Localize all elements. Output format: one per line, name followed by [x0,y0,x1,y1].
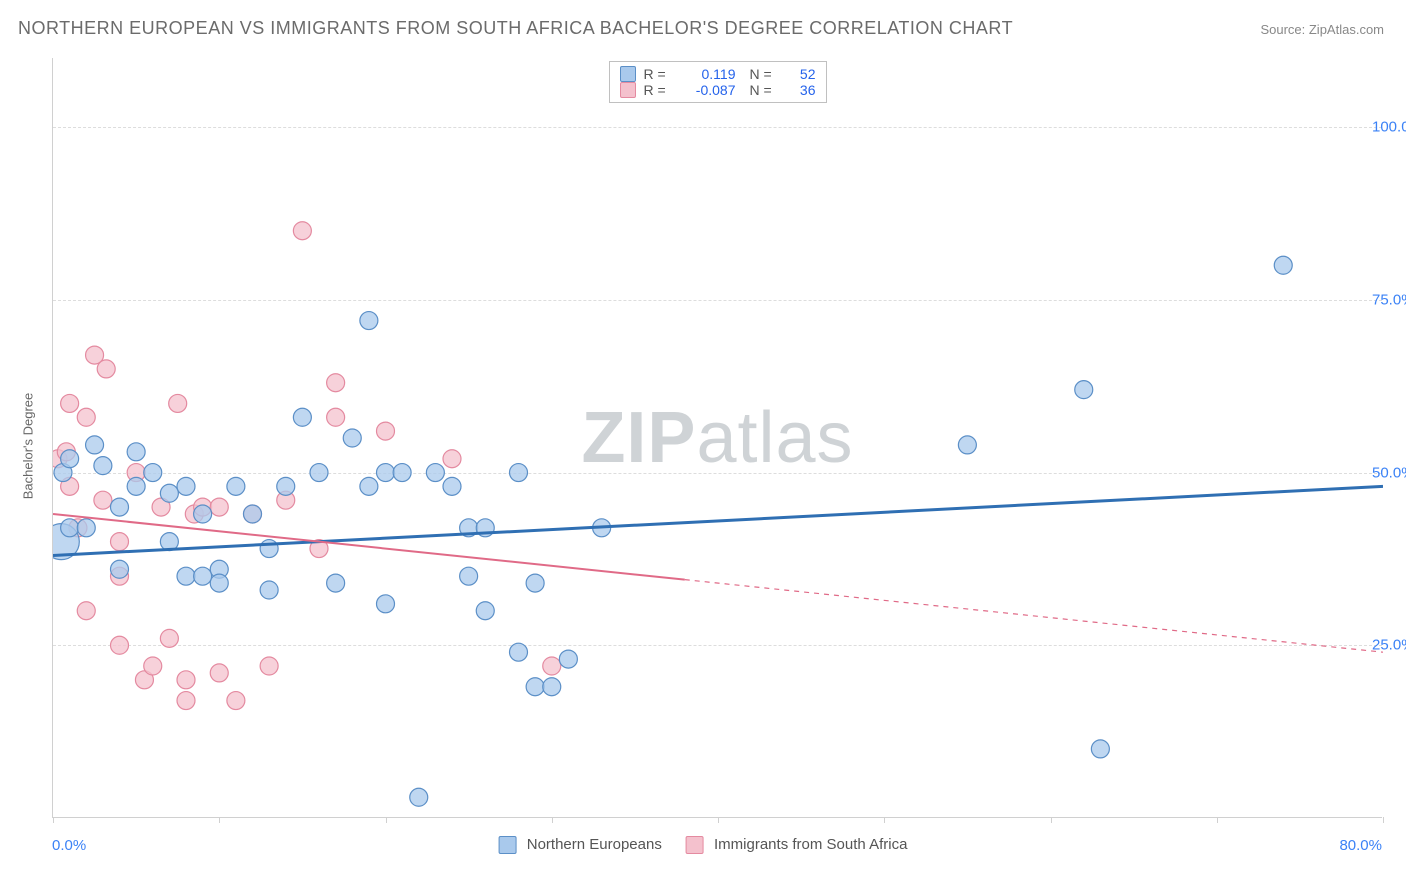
r-label-2: R = [644,82,672,98]
trend-line-dashed [685,580,1383,653]
legend-item-1: Northern Europeans [499,836,662,854]
x-max-label: 80.0% [1339,837,1382,854]
swatch-series-2 [620,82,636,98]
trend-line-solid [53,514,685,580]
legend-label-1: Northern Europeans [527,836,662,853]
r-label-1: R = [644,66,672,82]
x-min-label: 0.0% [52,837,86,854]
plot-area: ZIPatlas R = 0.119 N = 52 R = -0.087 N =… [52,58,1382,818]
legend-label-2: Immigrants from South Africa [714,836,907,853]
n-value-2: 36 [786,82,816,98]
n-value-1: 52 [786,66,816,82]
source-label: Source: ZipAtlas.com [1260,22,1384,37]
chart-title: NORTHERN EUROPEAN VS IMMIGRANTS FROM SOU… [18,18,1013,39]
swatch-series-1 [620,66,636,82]
stats-legend: R = 0.119 N = 52 R = -0.087 N = 36 [609,61,827,103]
x-tick [1383,817,1384,823]
n-label-1: N = [750,66,778,82]
legend-bottom: Northern Europeans Immigrants from South… [499,836,908,854]
legend-item-2: Immigrants from South Africa [686,836,908,854]
legend-swatch-2 [686,836,704,854]
r-value-1: 0.119 [680,66,736,82]
y-axis-title: Bachelor's Degree [21,393,36,500]
trend-line [53,486,1383,555]
trend-lines [53,58,1383,818]
n-label-2: N = [750,82,778,98]
stats-row-2: R = -0.087 N = 36 [620,82,816,98]
r-value-2: -0.087 [680,82,736,98]
legend-swatch-1 [499,836,517,854]
stats-row-1: R = 0.119 N = 52 [620,66,816,82]
